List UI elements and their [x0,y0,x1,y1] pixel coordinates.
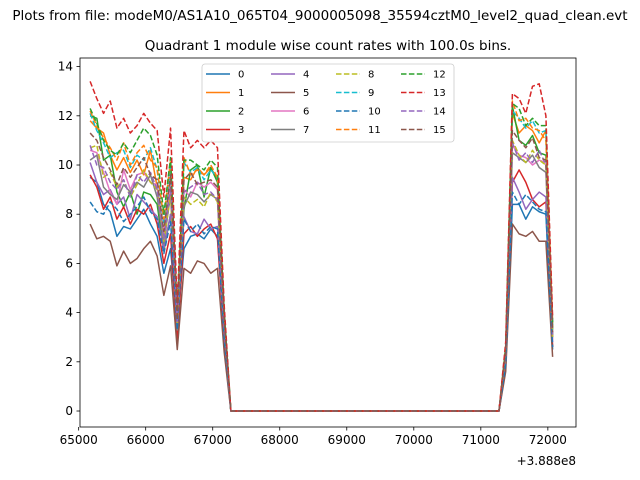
figure-suptitle: Plots from file: modeM0/AS1A10_065T04_90… [12,8,627,24]
legend-label-13: 13 [433,88,446,99]
legend-label-8: 8 [368,70,374,81]
legend-label-11: 11 [368,125,381,136]
x-tick-label: 66000 [127,433,165,447]
y-tick-label: 10 [58,158,73,172]
y-tick-label: 4 [65,306,73,320]
axes-frame [79,57,577,428]
legend-label-7: 7 [303,125,309,136]
x-tick-label: 71000 [462,433,500,447]
x-tick-label: 68000 [261,433,299,447]
legend-label-5: 5 [303,88,309,99]
legend-label-15: 15 [433,125,446,136]
x-tick-label: 67000 [194,433,232,447]
y-tick-label: 2 [65,355,73,369]
x-tick-label: 72000 [529,433,567,447]
legend-label-12: 12 [433,70,446,81]
legend-label-0: 0 [238,70,244,81]
x-tick-label: 70000 [395,433,433,447]
legend-label-10: 10 [368,107,381,118]
legend-label-2: 2 [238,107,244,118]
legend-label-4: 4 [303,70,309,81]
x-tick-label: 65000 [60,433,98,447]
y-tick-label: 12 [58,109,73,123]
y-tick-label: 0 [65,404,73,418]
y-tick-label: 8 [65,207,73,221]
x-tick-label: 69000 [328,433,366,447]
legend-box [201,63,455,143]
legend-label-3: 3 [238,125,244,136]
legend-label-6: 6 [303,107,309,118]
axes-layer: 65000 66000 67000 68000 69000 70000 71000 72000… [58,57,577,468]
legend-label-9: 9 [368,88,374,99]
legend-label-1: 1 [238,88,244,99]
chart-title: Quadrant 1 module wise count rates with … [145,38,511,54]
x-offset-label: +3.888e8 [517,454,576,468]
legend-label-14: 14 [433,107,446,118]
y-tick-label: 14 [58,60,73,74]
series-line-15 [89,129,554,412]
series-layer [89,81,554,412]
y-tick-label: 6 [65,256,73,270]
